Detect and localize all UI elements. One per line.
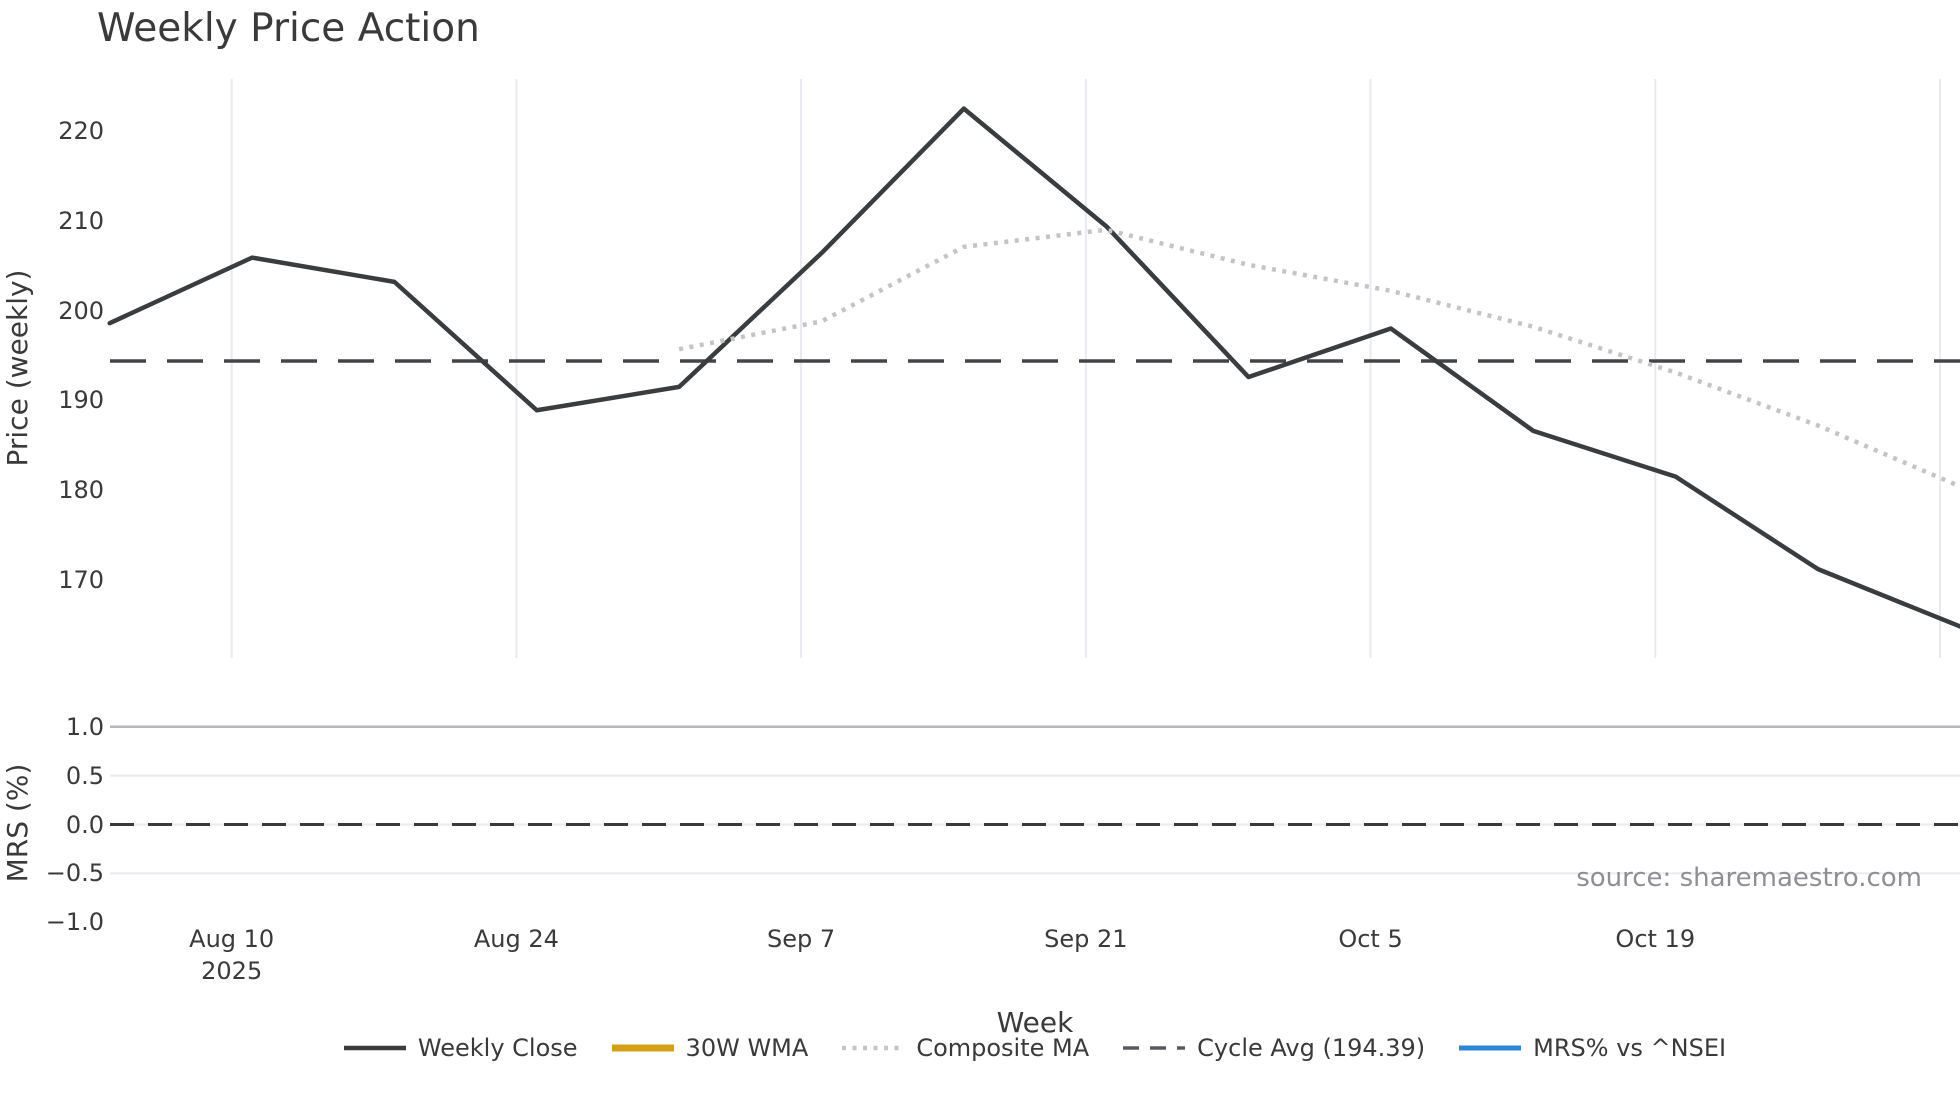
mrs-tick-label: 0.0 bbox=[65, 810, 104, 839]
price-tick-label: 200 bbox=[58, 296, 104, 325]
mrs-tick-label: −0.5 bbox=[45, 859, 104, 888]
date-tick-label: Oct 5 bbox=[1338, 925, 1403, 953]
legend-item-composite-ma: Composite MA bbox=[842, 1034, 1089, 1062]
chart-title: Weekly Price Action bbox=[97, 6, 480, 51]
price-tick-label: 210 bbox=[58, 206, 104, 235]
mrs-swatch-icon bbox=[1459, 1045, 1522, 1051]
price-axis-label: Price (weekly) bbox=[1, 269, 34, 467]
price-tick-label: 170 bbox=[58, 565, 104, 594]
price-tick-label: 220 bbox=[58, 117, 104, 146]
legend-label: Cycle Avg (194.39) bbox=[1197, 1034, 1426, 1062]
legend-label: 30W WMA bbox=[685, 1034, 809, 1062]
legend-item-weekly-close: Weekly Close bbox=[343, 1034, 578, 1062]
weekly-close-line bbox=[107, 106, 1960, 629]
x-axis-label: Week bbox=[996, 1006, 1074, 1039]
date-tick-label: Aug 10 bbox=[189, 925, 275, 953]
mrs-tick-label: 1.0 bbox=[65, 712, 104, 741]
price-tick-label: 180 bbox=[58, 476, 104, 505]
date-tick-label: Oct 19 bbox=[1615, 925, 1696, 953]
legend-item-30w-wma: 30W WMA bbox=[611, 1034, 809, 1062]
legend: Weekly Close 30W WMA Composite MA Cycle … bbox=[110, 1034, 1960, 1062]
date-tick-label: Aug 24 bbox=[473, 925, 559, 953]
legend-item-cycle-avg: Cycle Avg (194.39) bbox=[1123, 1034, 1425, 1062]
source-credit: source: sharemaestro.com bbox=[1576, 863, 1922, 893]
weekly-close-swatch-icon bbox=[343, 1045, 406, 1051]
wma-swatch-icon bbox=[611, 1044, 674, 1052]
composite-ma-swatch-icon bbox=[842, 1045, 905, 1051]
date-tick-label: Sep 21 bbox=[1044, 925, 1128, 953]
composite-ma-line bbox=[678, 227, 1960, 489]
legend-label: Composite MA bbox=[916, 1034, 1090, 1062]
date-tick-label: Sep 7 bbox=[767, 925, 836, 953]
price-tick-label: 190 bbox=[58, 386, 104, 415]
date-tick-year-label: 2025 bbox=[201, 957, 263, 985]
legend-item-mrs: MRS% vs ^NSEI bbox=[1459, 1034, 1726, 1062]
mrs-tick-label: 0.5 bbox=[65, 761, 104, 790]
legend-label: MRS% vs ^NSEI bbox=[1533, 1034, 1727, 1062]
cycle-avg-swatch-icon bbox=[1123, 1046, 1186, 1050]
legend-label: Weekly Close bbox=[417, 1034, 578, 1062]
mrs-tick-label: −1.0 bbox=[45, 908, 104, 937]
